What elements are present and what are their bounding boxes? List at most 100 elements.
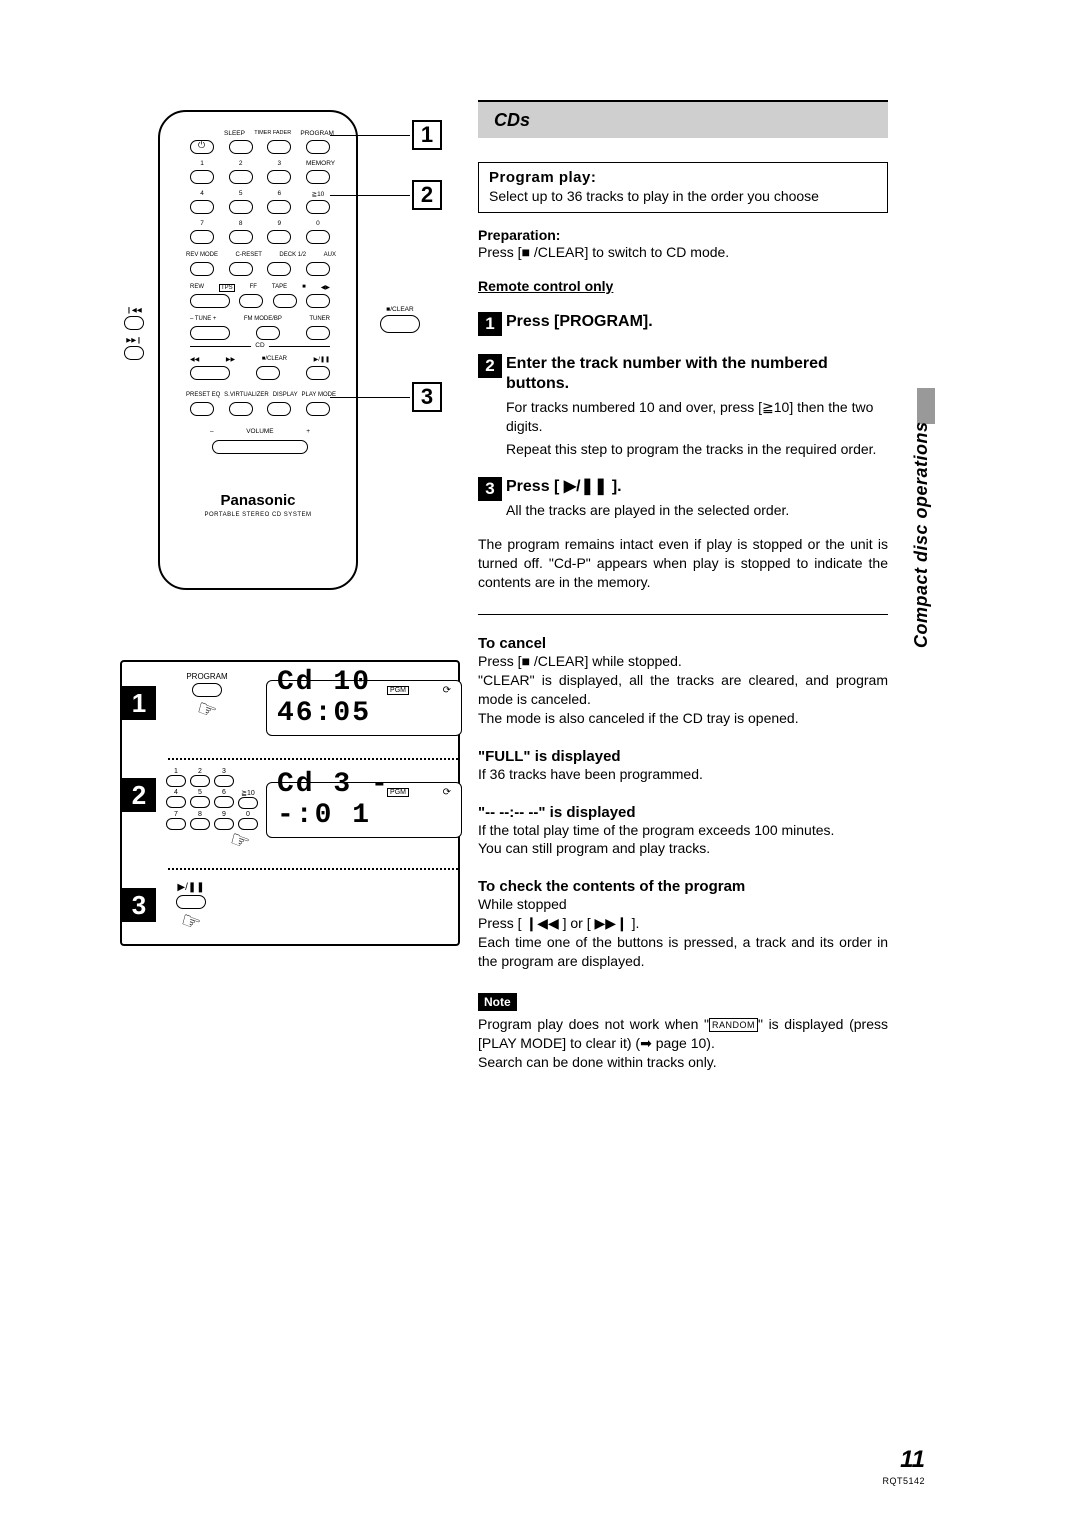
divider [478, 614, 888, 615]
preparation-heading: Preparation: [478, 227, 888, 243]
lbl-timer: TIMER FADER [254, 130, 291, 137]
np-btn-1 [166, 775, 186, 787]
lbl-fmmode: FM MODE/BP [244, 316, 282, 322]
lbl-2: 2 [229, 160, 253, 167]
panel-1-lcd: PGM ⟳ Cd 10 46:05 [266, 680, 462, 736]
lbl-cd-rew: ◀◀ [190, 356, 199, 363]
dashes-l2: You can still program and play tracks. [478, 839, 888, 858]
panel-3-num: 3 [122, 888, 156, 922]
check-l3: Each time one of the buttons is pressed,… [478, 933, 888, 971]
btn-deck12 [267, 262, 291, 276]
full-heading: "FULL" is displayed [478, 748, 888, 765]
btn-aux [306, 262, 330, 276]
lbl-cd-play: ▶/❚❚ [314, 356, 330, 363]
check-l1: While stopped [478, 895, 888, 914]
lbl-cd-section: CD [190, 346, 330, 354]
remote-row1: ⏻ [190, 140, 330, 154]
np-4: 4 [166, 789, 186, 796]
btn-display [267, 402, 291, 416]
remote-row5 [190, 262, 330, 276]
leader-num-2: 2 [412, 180, 442, 210]
step-1-content: Press [PROGRAM]. [506, 312, 888, 336]
np-btn-4 [166, 796, 186, 808]
np-btn-7 [166, 818, 186, 830]
remote-illustration: SLEEP TIMER FADER PROGRAM ⏻ 1 2 3 MEMORY [120, 100, 450, 600]
remote-brand-sub: PORTABLE STEREO CD SYSTEM [160, 512, 356, 518]
lbl-tape-stop: ■ [302, 284, 306, 292]
program-play-sub: Select up to 36 tracks to play in the or… [489, 188, 877, 204]
to-cancel-l3: The mode is also canceled if the CD tray… [478, 709, 888, 728]
btn-memory [306, 170, 330, 184]
btn-tuner [306, 326, 330, 340]
lbl-program: PROGRAM [300, 130, 334, 137]
btn-cd-play [306, 366, 330, 380]
to-cancel-heading: To cancel [478, 635, 888, 652]
step-2-num: 2 [478, 354, 502, 378]
remote-vol-labels: – VOLUME + [210, 428, 310, 435]
panel-3-play: ▶/❚❚ ☜ [176, 882, 206, 935]
lbl-7: 7 [190, 220, 214, 227]
step-2-num-wrap: 2 [478, 354, 506, 459]
lbl-tune: – TUNE + [190, 316, 216, 322]
lbl-1: 1 [190, 160, 214, 167]
side-tab-label: Compact disc operations [911, 388, 935, 648]
panel-1-dots [168, 758, 458, 760]
step-3-title: Press [ ▶/❚❚ ]. [506, 477, 888, 497]
panel-2-num: 2 [122, 778, 156, 812]
lbl-5: 5 [229, 190, 253, 198]
btn-7 [190, 230, 214, 244]
panel-1-num: 1 [122, 686, 156, 720]
panel-2-numpad: 1 2 3 4 5 6 ≧10 7 8 9 0 [166, 768, 258, 854]
btn-creset [229, 262, 253, 276]
remote-bottom-labels: PRESET EQ S.VIRTUALIZER DISPLAY PLAY MOD… [186, 392, 336, 398]
page-footer: 11 RQT5142 [882, 1446, 925, 1486]
step-2-content: Enter the track number with the numbered… [506, 354, 888, 459]
page-code: RQT5142 [882, 1476, 925, 1486]
lbl-side-clear: ■/CLEAR [380, 306, 420, 313]
remote-row4-labels: 7 8 9 0 [190, 220, 330, 227]
btn-svirt [229, 402, 253, 416]
btn-tape-sel [239, 294, 263, 308]
np-btn-6 [214, 796, 234, 808]
step-1-title: Press [PROGRAM]. [506, 312, 888, 332]
btn-1 [190, 170, 214, 184]
remote-body: SLEEP TIMER FADER PROGRAM ⏻ 1 2 3 MEMORY [158, 110, 358, 590]
random-badge: RANDOM [709, 1018, 758, 1032]
dashes-heading: "-- --:-- --" is displayed [478, 804, 888, 821]
remote-side-right: ■/CLEAR [380, 306, 420, 333]
display-panels: 1 PROGRAM ☜ PGM ⟳ Cd 10 46:05 2 [120, 660, 460, 946]
remote-row3-labels: 4 5 6 ≧10 [190, 190, 330, 198]
lbl-9: 9 [267, 220, 291, 227]
panel-2-dots [168, 868, 458, 870]
leader-3 [330, 397, 410, 398]
remote-cd-labels: ◀◀ ▶▶ ■/CLEAR ▶/❚❚ [190, 356, 330, 363]
btn-revmode [190, 262, 214, 276]
manual-page: Compact disc operations SLEEP TIMER FADE… [0, 0, 1080, 1528]
btn-9 [267, 230, 291, 244]
btn-3 [267, 170, 291, 184]
lbl-prev-track: ❙◀◀ [124, 306, 144, 314]
step-3-content: Press [ ▶/❚❚ ]. All the tracks are playe… [506, 477, 888, 520]
btn-tape-stop [273, 294, 297, 308]
step-1-num-wrap: 1 [478, 312, 506, 336]
lbl-vol-plus: + [306, 428, 310, 435]
np-btn-8 [190, 818, 210, 830]
leader-num-3: 3 [412, 382, 442, 412]
leader-num-1: 1 [412, 120, 442, 150]
np-6: 6 [214, 789, 234, 796]
remote-row2-labels: 1 2 3 MEMORY [190, 160, 330, 167]
np-0: 0 [238, 811, 258, 818]
full-text: If 36 tracks have been programmed. [478, 765, 888, 784]
section-header: CDs [478, 100, 888, 138]
btn-ge10 [306, 200, 330, 214]
remote-tuner-labels: – TUNE + FM MODE/BP TUNER [190, 316, 330, 322]
btn-next-track [124, 346, 144, 360]
btn-playmode [306, 402, 330, 416]
to-cancel-l1: Press [■ /CLEAR] while stopped. [478, 652, 888, 671]
side-tab: Compact disc operations [911, 388, 935, 648]
np-7: 7 [166, 811, 186, 818]
np-btn-3 [214, 775, 234, 787]
leader-1 [330, 135, 410, 136]
panel-2-lcd: PGM ⟳ Cd 3 - -:0 1 [266, 782, 462, 838]
note-l2: Search can be done within tracks only. [478, 1053, 888, 1072]
